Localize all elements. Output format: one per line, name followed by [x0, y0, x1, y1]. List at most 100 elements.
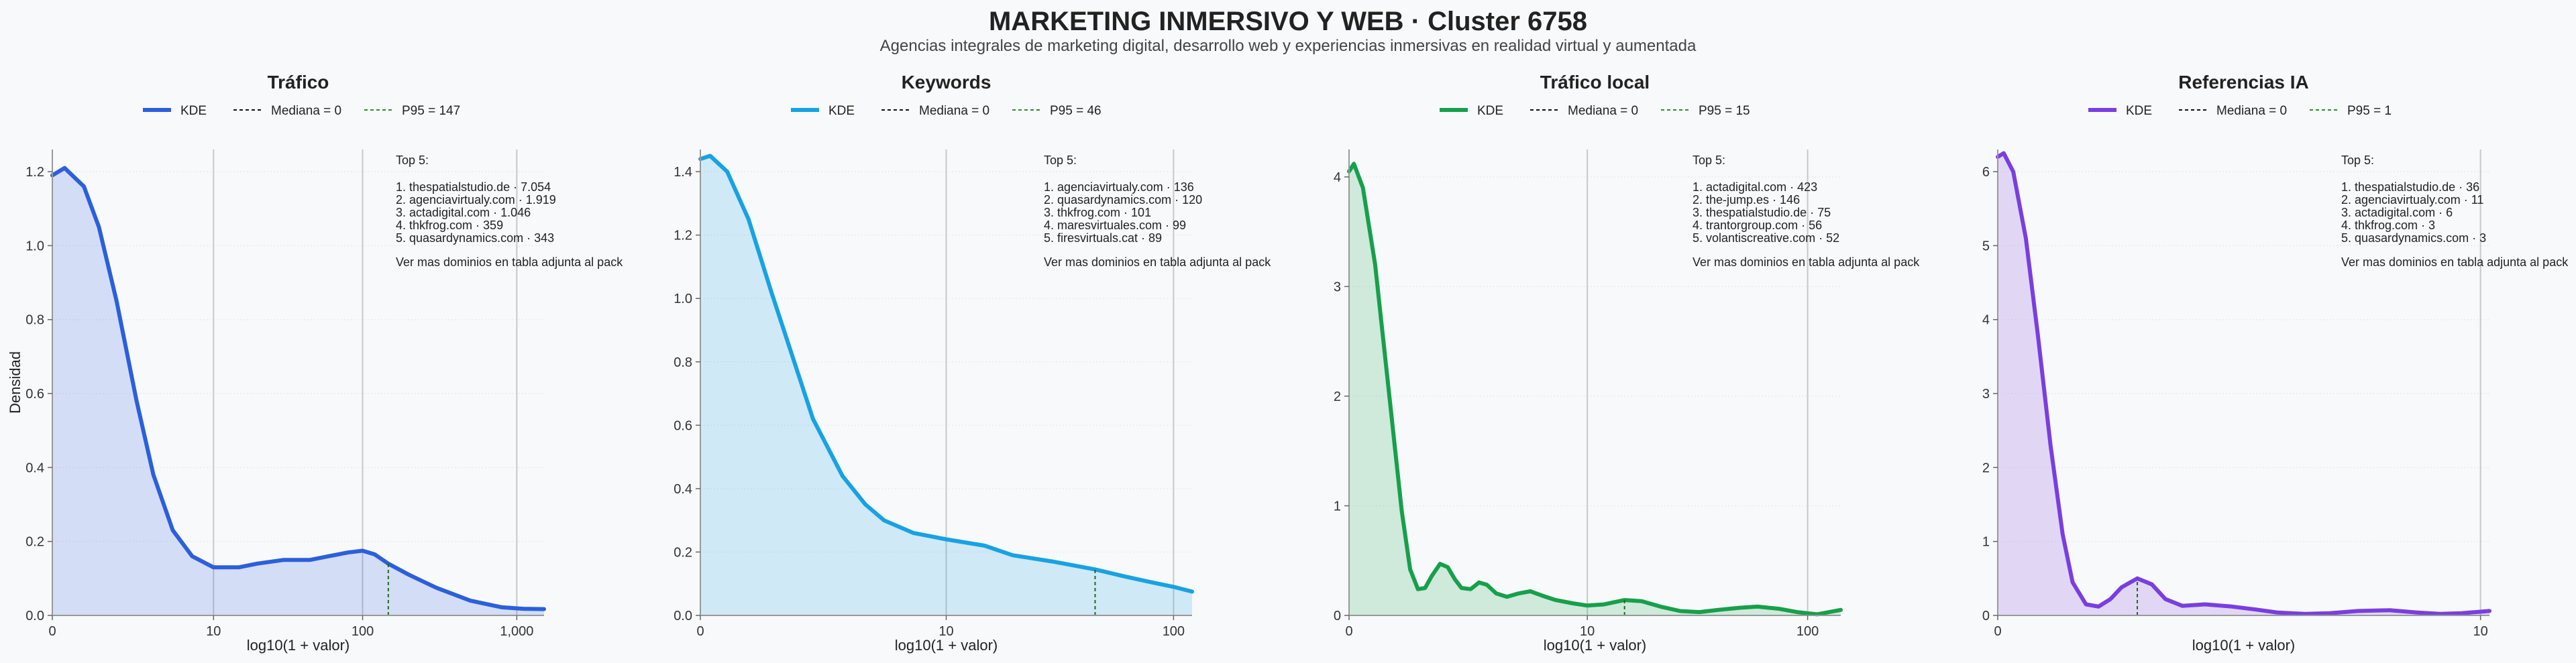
- legend: KDE Mediana = 0 P95 = 1: [2088, 104, 2392, 118]
- top5-note: Ver mas dominios en tabla adjunta al pac…: [1693, 255, 1920, 269]
- x-tick-label: 10: [938, 624, 953, 639]
- y-tick-label: 4: [1982, 313, 1990, 328]
- top5-item: 5. quasardynamics.com · 343: [396, 231, 554, 245]
- legend-p95-label: P95 = 46: [1050, 104, 1102, 118]
- y-tick-label: 1.2: [674, 229, 692, 243]
- top5-title: Top 5:: [396, 154, 429, 167]
- x-tick-label: 0: [1345, 624, 1352, 639]
- y-tick-label: 3: [1982, 387, 1990, 402]
- top5-note: Ver mas dominios en tabla adjunta al pac…: [396, 255, 623, 269]
- y-tick-label: 1.4: [674, 165, 692, 180]
- x-axis-label: log10(1 + valor): [1544, 637, 1646, 654]
- y-tick-label: 1.0: [674, 292, 692, 306]
- panel-2: Keywords KDE Mediana = 0 P95 = 46 0.0 0.2 0.4 0…: [674, 72, 1271, 654]
- panel-title: Keywords: [902, 72, 991, 93]
- x-tick-label: 10: [206, 624, 221, 639]
- top5-title: Top 5:: [2341, 154, 2374, 167]
- y-tick-label: 0: [1334, 609, 1341, 623]
- legend-median-label: Mediana = 0: [271, 104, 341, 118]
- legend: KDE Mediana = 0 P95 = 46: [791, 104, 1102, 118]
- legend-kde-label: KDE: [2126, 104, 2152, 118]
- x-tick-label: 1,000: [500, 624, 533, 639]
- x-tick-label: 100: [1163, 624, 1185, 639]
- y-tick-label: 2: [1982, 461, 1990, 475]
- kde-line: [1996, 151, 2491, 616]
- y-tick-label: 0.4: [674, 482, 692, 497]
- panel-title: Referencias IA: [2178, 72, 2309, 93]
- legend-kde-label: KDE: [180, 104, 207, 118]
- y-tick-label: 4: [1334, 170, 1341, 185]
- y-tick-label: 5: [1982, 239, 1990, 253]
- top5-annotation: Top 5: 1. thespatialstudio.de · 362. agen…: [2341, 154, 2569, 269]
- kde-area: [700, 156, 1192, 615]
- top5-note: Ver mas dominios en tabla adjunta al pac…: [2341, 255, 2569, 269]
- page-title: MARKETING INMERSIVO Y WEB · Cluster 6758: [988, 7, 1588, 36]
- panel-1: Tráfico KDE Mediana = 0 P95 = 147 0.0 0.2 0.4 0…: [7, 72, 623, 654]
- kde-area: [52, 168, 544, 616]
- top5-item: 5. volantiscreative.com · 52: [1693, 231, 1839, 245]
- x-tick-label: 0: [696, 624, 704, 639]
- top5-item: 1. agenciavirtualy.com · 136: [1044, 180, 1194, 194]
- kde-area: [1349, 164, 1841, 616]
- top5-item: 1. thespatialstudio.de · 7.054: [396, 180, 551, 194]
- panel-title: Tráfico local: [1540, 72, 1650, 93]
- legend-median-label: Mediana = 0: [1568, 104, 1638, 118]
- y-axis-label: Densidad: [7, 351, 23, 414]
- y-tick-label: 0.0: [25, 609, 44, 623]
- x-tick-label: 100: [1796, 624, 1819, 639]
- top5-item: 4. trantorgroup.com · 56: [1693, 219, 1822, 232]
- kde-line: [50, 166, 546, 611]
- panel-title: Tráfico: [268, 72, 329, 93]
- panel-4: Referencias IA KDE Mediana = 0 P95 = 1 0 1 2 3 4…: [1982, 72, 2569, 654]
- legend-p95-label: P95 = 1: [2347, 104, 2392, 118]
- panel-3: Tráfico local KDE Mediana = 0 P95 = 15 0 1 2 3 4…: [1334, 72, 1920, 654]
- y-tick-label: 0.2: [674, 545, 692, 560]
- top5-item: 2. agenciavirtualy.com · 11: [2341, 193, 2483, 206]
- kde-area: [1998, 153, 2489, 615]
- top5-item: 3. thespatialstudio.de · 75: [1693, 206, 1831, 219]
- legend-kde-label: KDE: [828, 104, 855, 118]
- y-tick-label: 1.2: [25, 165, 44, 180]
- top5-item: 4. maresvirtuales.com · 99: [1044, 219, 1186, 232]
- y-tick-label: 0.0: [674, 609, 692, 623]
- y-tick-label: 3: [1334, 280, 1341, 294]
- x-axis-label: log10(1 + valor): [895, 637, 998, 654]
- top5-item: 1. thespatialstudio.de · 36: [2341, 180, 2479, 194]
- top5-item: 3. actadigital.com · 1.046: [396, 206, 531, 219]
- x-tick-label: 0: [48, 624, 56, 639]
- legend-median-label: Mediana = 0: [2216, 104, 2287, 118]
- y-tick-label: 1: [1334, 499, 1341, 514]
- legend-median-label: Mediana = 0: [919, 104, 989, 118]
- y-tick-label: 0.4: [25, 461, 44, 475]
- y-tick-label: 1: [1982, 535, 1990, 550]
- kde-line: [698, 154, 1194, 594]
- x-axis-label: log10(1 + valor): [247, 637, 350, 654]
- y-tick-label: 0: [1982, 609, 1990, 623]
- top5-item: 3. actadigital.com · 6: [2341, 206, 2453, 219]
- kde-line: [1347, 162, 1843, 617]
- top5-title: Top 5:: [1044, 154, 1077, 167]
- x-axis-label: log10(1 + valor): [2192, 637, 2295, 654]
- y-tick-label: 2: [1334, 389, 1341, 404]
- y-tick-label: 0.8: [674, 355, 692, 370]
- top5-item: 2. the-jump.es · 146: [1693, 193, 1800, 206]
- legend-kde-label: KDE: [1477, 104, 1503, 118]
- top5-item: 1. actadigital.com · 423: [1693, 180, 1817, 194]
- y-tick-label: 1.0: [25, 239, 44, 253]
- y-tick-label: 0.6: [674, 418, 692, 433]
- top5-title: Top 5:: [1693, 154, 1725, 167]
- top5-note: Ver mas dominios en tabla adjunta al pac…: [1044, 255, 1271, 269]
- top5-item: 5. firesvirtuals.cat · 89: [1044, 231, 1162, 245]
- top5-item: 2. quasardynamics.com · 120: [1044, 193, 1202, 206]
- top5-item: 4. thkfrog.com · 359: [396, 219, 503, 232]
- top5-item: 4. thkfrog.com · 3: [2341, 219, 2435, 232]
- y-tick-label: 0.2: [25, 535, 44, 550]
- x-tick-label: 100: [352, 624, 374, 639]
- top5-item: 2. agenciavirtualy.com · 1.919: [396, 193, 556, 206]
- top5-item: 3. thkfrog.com · 101: [1044, 206, 1151, 219]
- x-tick-label: 10: [1580, 624, 1595, 639]
- legend: KDE Mediana = 0 P95 = 147: [143, 104, 460, 118]
